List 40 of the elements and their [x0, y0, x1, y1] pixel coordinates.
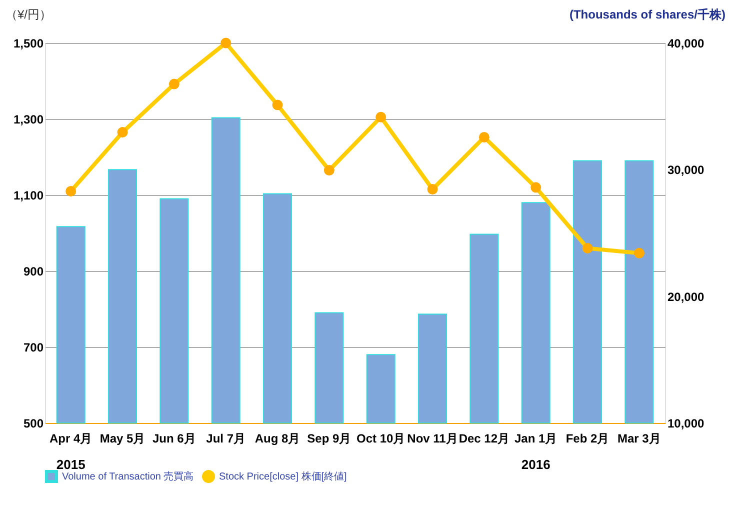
point	[117, 127, 128, 138]
x-tick-label: Apr 4月	[49, 432, 92, 446]
point	[634, 248, 644, 258]
point	[582, 242, 593, 254]
x-tick-label: Jul 7月	[206, 432, 246, 446]
x-tick-label: Jun 6月	[152, 432, 196, 446]
point	[376, 112, 386, 122]
x-tick-label: Sep 9月	[307, 432, 352, 446]
y-tick-label: 1,500	[13, 36, 44, 50]
y2-tick-label: 20,000	[668, 290, 705, 304]
y-tick-label: 700	[23, 340, 44, 354]
point	[272, 100, 283, 110]
legend-label: Stock Price[close] 株価[終値]	[219, 470, 348, 482]
point	[530, 182, 542, 193]
y-tick-label: 500	[23, 416, 44, 430]
point	[220, 38, 232, 48]
x-tick-label: Feb 2月	[566, 432, 610, 446]
text: 2016	[521, 457, 550, 472]
y-tick-label: 900	[23, 264, 44, 278]
x-tick-label: Jan 1月	[514, 432, 558, 446]
x-tick-label: Mar 3月	[617, 432, 661, 446]
point	[324, 165, 334, 176]
x-tick-label: Aug 8月	[254, 432, 300, 446]
y-tick-label: 1,100	[13, 188, 44, 202]
x-tick-label: Oct 10月	[356, 432, 406, 446]
legend-label: Volume of Transaction 売買高	[62, 470, 194, 482]
x-tick-label: May 5月	[100, 432, 146, 446]
text: 2015	[56, 457, 86, 472]
y-axis-title: （¥/円）	[6, 8, 52, 22]
y2-tick-label: 10,000	[668, 416, 705, 430]
x-tick-label: Nov 11月	[407, 432, 458, 446]
y-tick-label: 1,300	[13, 112, 44, 126]
x-tick-label: Dec 12月	[458, 432, 510, 446]
point	[66, 186, 76, 196]
point	[427, 184, 438, 195]
y2-axis-title: (Thousands of shares/千株)	[569, 8, 726, 22]
point	[168, 78, 180, 90]
y2-tick-label: 30,000	[668, 163, 705, 178]
y2-tick-label: 40,000	[668, 36, 705, 50]
point	[478, 132, 490, 142]
